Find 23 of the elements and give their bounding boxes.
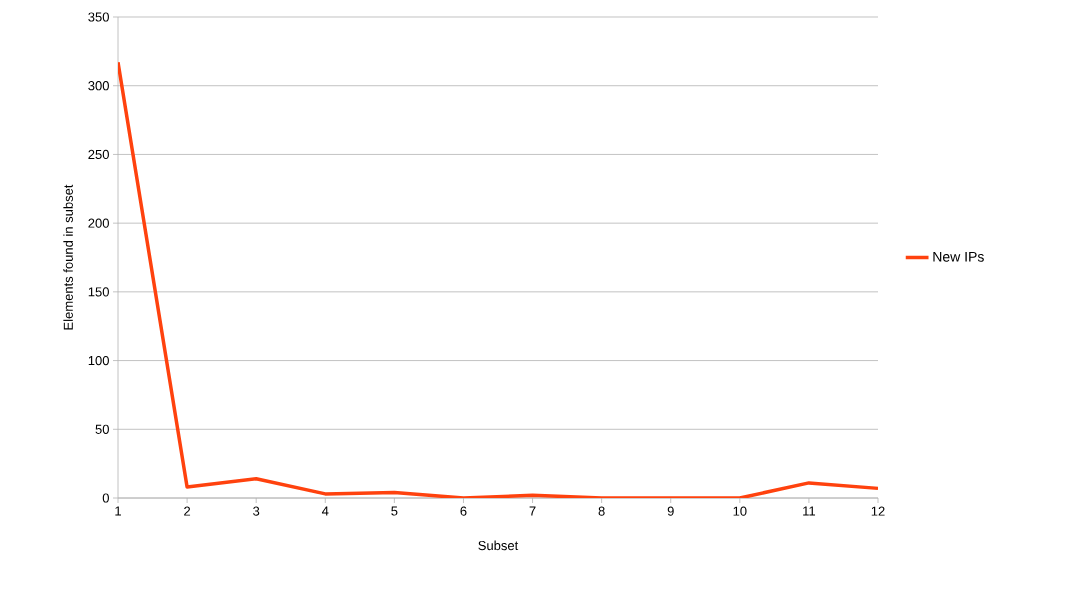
x-tick-label: 11 [803, 506, 816, 516]
y-tick-label: 100 [88, 355, 109, 366]
y-tick-label: 150 [88, 287, 109, 297]
y-tick-label: 0 [102, 493, 109, 503]
y-tick-label: 50 [95, 424, 109, 434]
y-tick-label: 300 [88, 81, 109, 91]
y-axis-title: Elements found in subset [63, 184, 73, 330]
x-tick-label: 12 [871, 506, 885, 516]
x-axis-title: Subset [478, 540, 519, 551]
x-tick-label: 7 [529, 506, 536, 516]
x-tick-label: 6 [460, 506, 467, 516]
x-tick-label: 1 [115, 506, 121, 516]
x-tick-label: 9 [667, 506, 674, 516]
legend-label: New IPs [933, 251, 984, 262]
y-tick-label: 250 [88, 149, 109, 160]
x-tick-label: 10 [733, 506, 747, 516]
x-tick-label: 8 [598, 506, 605, 516]
x-tick-label: 5 [391, 506, 398, 516]
x-tick-label: 3 [253, 506, 260, 516]
x-tick-label: 2 [184, 506, 191, 516]
y-tick-label: 350 [88, 12, 109, 22]
x-tick-label: 4 [321, 506, 329, 516]
y-tick-label: 200 [88, 218, 109, 228]
